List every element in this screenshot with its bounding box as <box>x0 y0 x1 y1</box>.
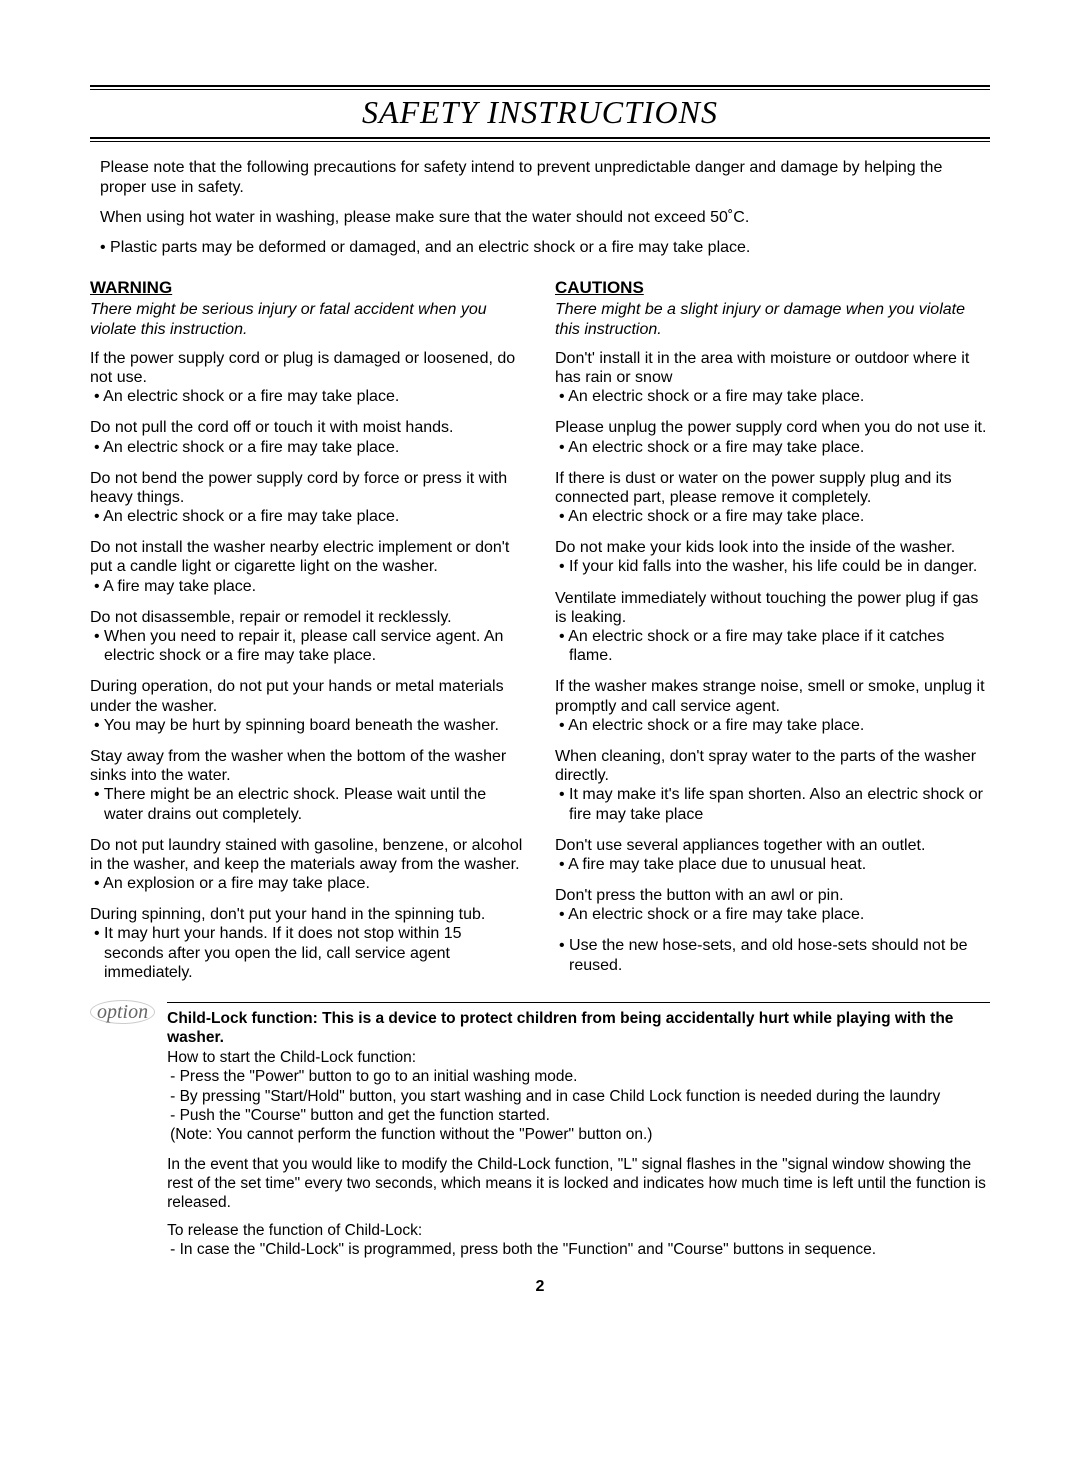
option-block: option Child-Lock function: This is a de… <box>90 1002 990 1260</box>
caution-bullet: • Use the new hose-sets, and old hose-se… <box>555 936 990 974</box>
warning-bullet: • An electric shock or a fire may take p… <box>90 387 525 406</box>
warning-item: Do not put laundry stained with gasoline… <box>90 836 525 894</box>
warning-item: During spinning, don't put your hand in … <box>90 905 525 982</box>
rule-under-title-thick <box>90 137 990 139</box>
warning-lead: During operation, do not put your hands … <box>90 677 525 715</box>
caution-bullet: • An electric shock or a fire may take p… <box>555 716 990 735</box>
page-number: 2 <box>90 1278 990 1296</box>
warning-item: Do not bend the power supply cord by for… <box>90 469 525 527</box>
warning-item: Do not disassemble, repair or remodel it… <box>90 608 525 666</box>
caution-item: Don't press the button with an awl or pi… <box>555 886 990 924</box>
cautions-column: CAUTIONS There might be a slight injury … <box>555 278 990 994</box>
page-title: SAFETY INSTRUCTIONS <box>90 90 990 137</box>
caution-lead: Don't' install it in the area with moist… <box>555 349 990 387</box>
warning-item: If the power supply cord or plug is dama… <box>90 349 525 407</box>
caution-bullet: • It may make it's life span shorten. Al… <box>555 785 990 823</box>
caution-item: When cleaning, don't spray water to the … <box>555 747 990 824</box>
warning-column: WARNING There might be serious injury or… <box>90 278 525 994</box>
intro-paragraph-2: When using hot water in washing, please … <box>100 208 980 228</box>
caution-lead: Don't use several appliances together wi… <box>555 836 990 855</box>
warning-lead: Do not disassemble, repair or remodel it… <box>90 608 525 627</box>
caution-lead: Do not make your kids look into the insi… <box>555 538 990 557</box>
caution-item: Do not make your kids look into the insi… <box>555 538 990 576</box>
warning-bullet: • You may be hurt by spinning board bene… <box>90 716 525 735</box>
caution-lead: When cleaning, don't spray water to the … <box>555 747 990 785</box>
two-column-layout: WARNING There might be serious injury or… <box>90 268 990 994</box>
caution-bullet: • An electric shock or a fire may take p… <box>555 438 990 457</box>
intro-block: Please note that the following precautio… <box>90 142 990 258</box>
option-bold-line: Child-Lock function: This is a device to… <box>167 1010 953 1046</box>
option-release-title: To release the function of Child-Lock: <box>167 1221 990 1240</box>
warning-lead: Do not pull the cord off or touch it wit… <box>90 418 525 437</box>
option-modify-paragraph: In the event that you would like to modi… <box>167 1155 990 1213</box>
warning-item: During operation, do not put your hands … <box>90 677 525 735</box>
caution-bullet: • An electric shock or a fire may take p… <box>555 507 990 526</box>
warning-lead: Do not put laundry stained with gasoline… <box>90 836 525 874</box>
caution-item: Ventilate immediately without touching t… <box>555 589 990 666</box>
caution-bullet: • An electric shock or a fire may take p… <box>555 627 990 665</box>
warning-bullet: • It may hurt your hands. If it does not… <box>90 924 525 982</box>
warning-item: Stay away from the washer when the botto… <box>90 747 525 824</box>
warning-bullet: • An electric shock or a fire may take p… <box>90 438 525 457</box>
caution-item: If the washer makes strange noise, smell… <box>555 677 990 735</box>
intro-paragraph-1: Please note that the following precautio… <box>100 158 980 198</box>
option-step: - Press the "Power" button to go to an i… <box>167 1067 990 1086</box>
option-step: - Push the "Course" button and get the f… <box>167 1106 990 1125</box>
warning-lead: Do not bend the power supply cord by for… <box>90 469 525 507</box>
cautions-heading: CAUTIONS <box>555 278 990 298</box>
warning-bullet: • There might be an electric shock. Plea… <box>90 785 525 823</box>
caution-item: Don't' install it in the area with moist… <box>555 349 990 407</box>
option-step-note: (Note: You cannot perform the function w… <box>167 1125 990 1144</box>
warning-lead: Stay away from the washer when the botto… <box>90 747 525 785</box>
caution-item: Please unplug the power supply cord when… <box>555 418 990 456</box>
warning-lead: During spinning, don't put your hand in … <box>90 905 525 924</box>
option-howto-title: How to start the Child-Lock function: <box>167 1048 990 1067</box>
warning-subtitle: There might be serious injury or fatal a… <box>90 300 525 338</box>
caution-item: • Use the new hose-sets, and old hose-se… <box>555 936 990 974</box>
warning-item: Do not install the washer nearby electri… <box>90 538 525 596</box>
caution-bullet: • If your kid falls into the washer, his… <box>555 557 990 576</box>
warning-bullet: • When you need to repair it, please cal… <box>90 627 525 665</box>
warning-heading: WARNING <box>90 278 525 298</box>
option-label-badge: option <box>90 1000 155 1024</box>
intro-bullet: • Plastic parts may be deformed or damag… <box>100 238 980 258</box>
option-body: Child-Lock function: This is a device to… <box>167 1002 990 1260</box>
caution-item: If there is dust or water on the power s… <box>555 469 990 527</box>
warning-item: Do not pull the cord off or touch it wit… <box>90 418 525 456</box>
caution-bullet: • An electric shock or a fire may take p… <box>555 905 990 924</box>
option-step: - By pressing "Start/Hold" button, you s… <box>167 1087 990 1106</box>
caution-bullet: • An electric shock or a fire may take p… <box>555 387 990 406</box>
caution-lead: Please unplug the power supply cord when… <box>555 418 990 437</box>
option-bold-text: Child-Lock function: This is a device to… <box>167 1010 953 1046</box>
warning-bullet: • A fire may take place. <box>90 577 525 596</box>
cautions-subtitle: There might be a slight injury or damage… <box>555 300 990 338</box>
warning-lead: If the power supply cord or plug is dama… <box>90 349 525 387</box>
option-release-step: - In case the "Child-Lock" is programmed… <box>167 1240 990 1259</box>
warning-bullet: • An explosion or a fire may take place. <box>90 874 525 893</box>
caution-bullet: • A fire may take place due to unusual h… <box>555 855 990 874</box>
caution-lead: Ventilate immediately without touching t… <box>555 589 990 627</box>
rule-top-thick <box>90 85 990 87</box>
caution-lead: If the washer makes strange noise, smell… <box>555 677 990 715</box>
warning-bullet: • An electric shock or a fire may take p… <box>90 507 525 526</box>
warning-lead: Do not install the washer nearby electri… <box>90 538 525 576</box>
caution-lead: If there is dust or water on the power s… <box>555 469 990 507</box>
caution-item: Don't use several appliances together wi… <box>555 836 990 874</box>
caution-lead: Don't press the button with an awl or pi… <box>555 886 990 905</box>
